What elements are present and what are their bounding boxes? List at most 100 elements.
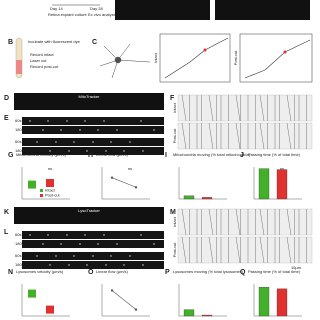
line <box>111 290 137 310</box>
panel-letter: L <box>4 229 9 236</box>
particle <box>142 150 144 152</box>
panel-letter: Q <box>240 269 246 276</box>
panel-letter: M <box>170 209 176 216</box>
particle <box>47 234 49 236</box>
particle <box>86 150 88 152</box>
particle <box>49 150 51 152</box>
particle <box>42 243 44 245</box>
kymo-track <box>208 236 214 264</box>
protocol-step: Incubate with fluorescent dye <box>28 39 81 44</box>
bar <box>258 168 270 200</box>
particle <box>86 264 88 266</box>
particle <box>129 141 131 143</box>
row-label: 180s <box>15 262 24 267</box>
panel-letter: F <box>170 95 175 102</box>
particle <box>29 120 31 122</box>
particle <box>123 150 125 152</box>
panel-letter: N <box>8 269 13 276</box>
image <box>14 207 164 224</box>
panel-letter: O <box>88 269 94 276</box>
point <box>110 289 114 292</box>
kymo-label: Post-cut <box>172 242 177 258</box>
particle <box>68 264 70 266</box>
particle <box>110 255 112 257</box>
particle <box>47 120 49 122</box>
box <box>46 305 54 314</box>
bar <box>201 314 213 317</box>
protocol-step: Record post-cut <box>30 64 59 69</box>
kymograph <box>177 208 313 236</box>
kymo-track <box>181 122 187 150</box>
bar <box>276 288 288 317</box>
significance: ns <box>128 166 132 171</box>
plot-label: Intact <box>153 52 158 63</box>
kymo-label: Intact <box>172 102 177 113</box>
image-row <box>22 261 164 269</box>
legend-swatch <box>40 194 43 197</box>
panel-letter: G <box>8 152 14 159</box>
panel-letter: C <box>92 39 97 46</box>
cut-point <box>203 48 207 52</box>
particle <box>60 129 62 131</box>
step-2: Ex vivo analysis <box>88 12 116 17</box>
box <box>28 180 36 189</box>
kymo-track <box>286 236 292 264</box>
particle <box>140 120 142 122</box>
particle <box>97 129 99 131</box>
box <box>46 179 54 187</box>
kymo-track <box>259 236 265 264</box>
particle <box>68 150 70 152</box>
row-label: 180s <box>15 127 24 132</box>
particle <box>140 234 142 236</box>
chart-title: Passing time (% of total time) <box>248 152 301 157</box>
kymograph <box>177 122 313 150</box>
particle <box>116 243 118 245</box>
particle <box>153 129 155 131</box>
row-label: 60s <box>15 139 21 144</box>
kymo-track <box>235 122 241 150</box>
kymograph <box>177 236 313 264</box>
image <box>14 93 164 110</box>
protocol-step: Record intact <box>30 52 54 57</box>
particle <box>123 264 125 266</box>
trace <box>244 39 311 79</box>
dye-label: LysoTracker <box>78 208 100 213</box>
kymo-track <box>259 208 265 236</box>
row-label: 60s <box>15 253 21 258</box>
trace <box>164 37 229 79</box>
particle <box>142 264 144 266</box>
particle <box>105 150 107 152</box>
panel-letter: P <box>165 269 170 276</box>
protocol-step: Laser cut <box>30 58 47 63</box>
row-label: 60s <box>15 232 21 237</box>
day-start: Day 14 <box>50 6 63 11</box>
chart-title: Linear flow (µm/s) <box>96 152 129 157</box>
particle <box>103 234 105 236</box>
particle <box>103 120 105 122</box>
bar <box>183 309 195 317</box>
line <box>111 177 137 188</box>
image-row <box>22 147 164 155</box>
particle <box>55 141 57 143</box>
kymo-track <box>208 208 214 236</box>
kymograph <box>177 94 313 122</box>
particle <box>73 255 75 257</box>
particle <box>92 141 94 143</box>
kymo-track <box>208 94 214 122</box>
particle <box>84 234 86 236</box>
cut-point <box>283 50 287 54</box>
panel-letter: H <box>88 152 93 159</box>
tube-fill <box>16 60 22 74</box>
kymo-track <box>259 122 265 150</box>
plot-frame <box>239 33 313 83</box>
kymo-label: Intact <box>172 216 177 227</box>
particle <box>92 255 94 257</box>
kymo-track <box>208 122 214 150</box>
scale-bar-label: 10µm <box>291 265 302 270</box>
kymo-track <box>235 94 241 122</box>
image <box>215 0 310 20</box>
particle <box>49 264 51 266</box>
particle <box>153 243 155 245</box>
legend-swatch <box>40 189 43 192</box>
